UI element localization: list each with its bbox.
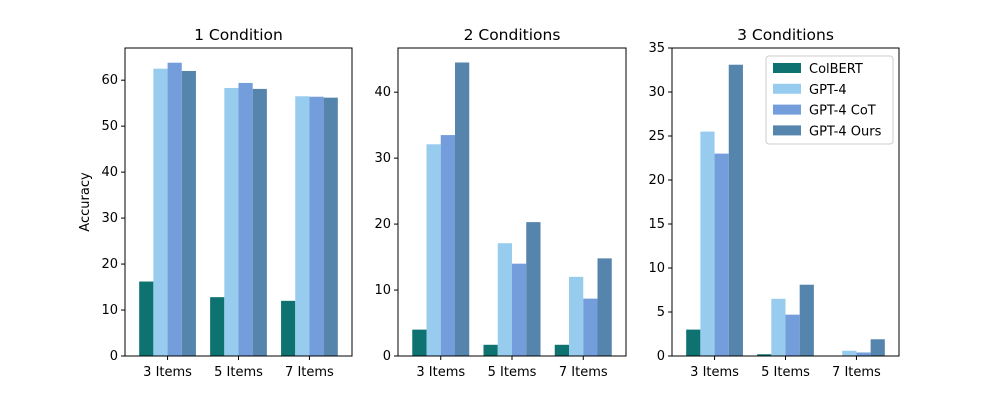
y-tick-label: 30 — [648, 85, 665, 100]
bar-gpt-4-cot — [440, 135, 455, 356]
y-tick-label: 35 — [648, 41, 665, 56]
bar-gpt-4-ours — [597, 258, 612, 356]
bar-gpt-4-ours — [728, 64, 743, 356]
bar-gpt-4 — [842, 350, 857, 356]
y-tick-label: 10 — [101, 303, 118, 318]
y-tick-label: 10 — [648, 261, 665, 276]
y-tick-label: 15 — [648, 217, 665, 232]
bar-gpt-4-cot — [714, 153, 729, 356]
bar-gpt-4 — [700, 131, 715, 356]
bar-gpt-4-cot — [856, 352, 871, 356]
legend-swatch-gpt-4-cot — [773, 104, 801, 115]
x-tick-label: 7 Items — [559, 365, 608, 380]
legend-swatch-colbert — [773, 63, 801, 73]
y-tick-label: 0 — [657, 349, 665, 364]
bar-colbert — [412, 329, 427, 356]
y-tick-label: 30 — [101, 211, 118, 226]
y-tick-label: 50 — [101, 119, 118, 134]
x-tick-label: 3 Items — [416, 365, 465, 380]
x-tick-label: 5 Items — [761, 365, 810, 380]
x-tick-label: 5 Items — [488, 365, 537, 380]
bar-gpt-4 — [224, 87, 239, 357]
y-tick-label: 5 — [657, 305, 665, 320]
bar-gpt-4-ours — [181, 70, 196, 357]
y-tick-label: 0 — [110, 349, 118, 364]
y-tick-label: 40 — [374, 85, 391, 100]
y-tick-label: 60 — [101, 73, 118, 88]
bar-gpt-4 — [153, 68, 168, 356]
bar-colbert — [757, 354, 772, 356]
bar-colbert — [483, 344, 498, 356]
bar-colbert — [686, 329, 701, 356]
legend-swatch-gpt-4 — [773, 83, 801, 94]
bar-gpt-4 — [295, 96, 310, 357]
x-tick-label: 3 Items — [143, 365, 192, 380]
chart-title: 2 Conditions — [464, 26, 561, 44]
bar-gpt-4 — [771, 298, 786, 356]
bar-gpt-4 — [497, 243, 512, 356]
legend-label: GPT-4 CoT — [809, 104, 876, 119]
chart-title: 1 Condition — [194, 26, 283, 44]
x-tick-label: 5 Items — [214, 365, 263, 380]
bar-colbert — [210, 297, 225, 356]
bar-gpt-4-cot — [309, 96, 324, 356]
bar-gpt-4 — [426, 144, 441, 356]
bar-gpt-4-ours — [799, 284, 814, 356]
bar-gpt-4 — [569, 276, 584, 356]
legend-label: ColBERT — [809, 62, 863, 77]
bar-gpt-4-ours — [870, 339, 885, 356]
bar-gpt-4-ours — [323, 97, 338, 357]
bar-gpt-4-cot — [167, 62, 182, 357]
x-tick-label: 3 Items — [690, 365, 739, 380]
bar-gpt-4-cot — [583, 298, 598, 356]
bar-gpt-4-cot — [785, 314, 800, 356]
legend-label: GPT-4 Ours — [809, 124, 882, 139]
bar-colbert — [139, 281, 154, 356]
chart-title: 3 Conditions — [737, 26, 834, 44]
y-tick-label: 20 — [101, 257, 118, 272]
legend-label: GPT-4 — [809, 83, 847, 98]
bar-gpt-4-cot — [238, 82, 253, 356]
y-tick-label: 0 — [383, 349, 391, 364]
legend-box — [765, 55, 894, 145]
y-tick-label: 25 — [648, 129, 665, 144]
bar-gpt-4-cot — [512, 263, 527, 356]
y-tick-label: 10 — [374, 283, 391, 298]
bar-colbert — [281, 300, 296, 356]
y-tick-label: 40 — [101, 165, 118, 180]
bar-colbert — [554, 344, 569, 356]
bar-gpt-4-ours — [455, 62, 470, 356]
x-tick-label: 7 Items — [832, 365, 881, 380]
y-axis-label: Accuracy — [78, 172, 93, 232]
bar-gpt-4-ours — [252, 88, 267, 356]
x-tick-label: 7 Items — [285, 365, 334, 380]
legend-swatch-gpt-4-ours — [773, 125, 801, 136]
y-tick-label: 20 — [374, 217, 391, 232]
y-tick-label: 30 — [374, 151, 391, 166]
y-tick-label: 20 — [648, 173, 665, 188]
bar-gpt-4-ours — [526, 222, 541, 356]
